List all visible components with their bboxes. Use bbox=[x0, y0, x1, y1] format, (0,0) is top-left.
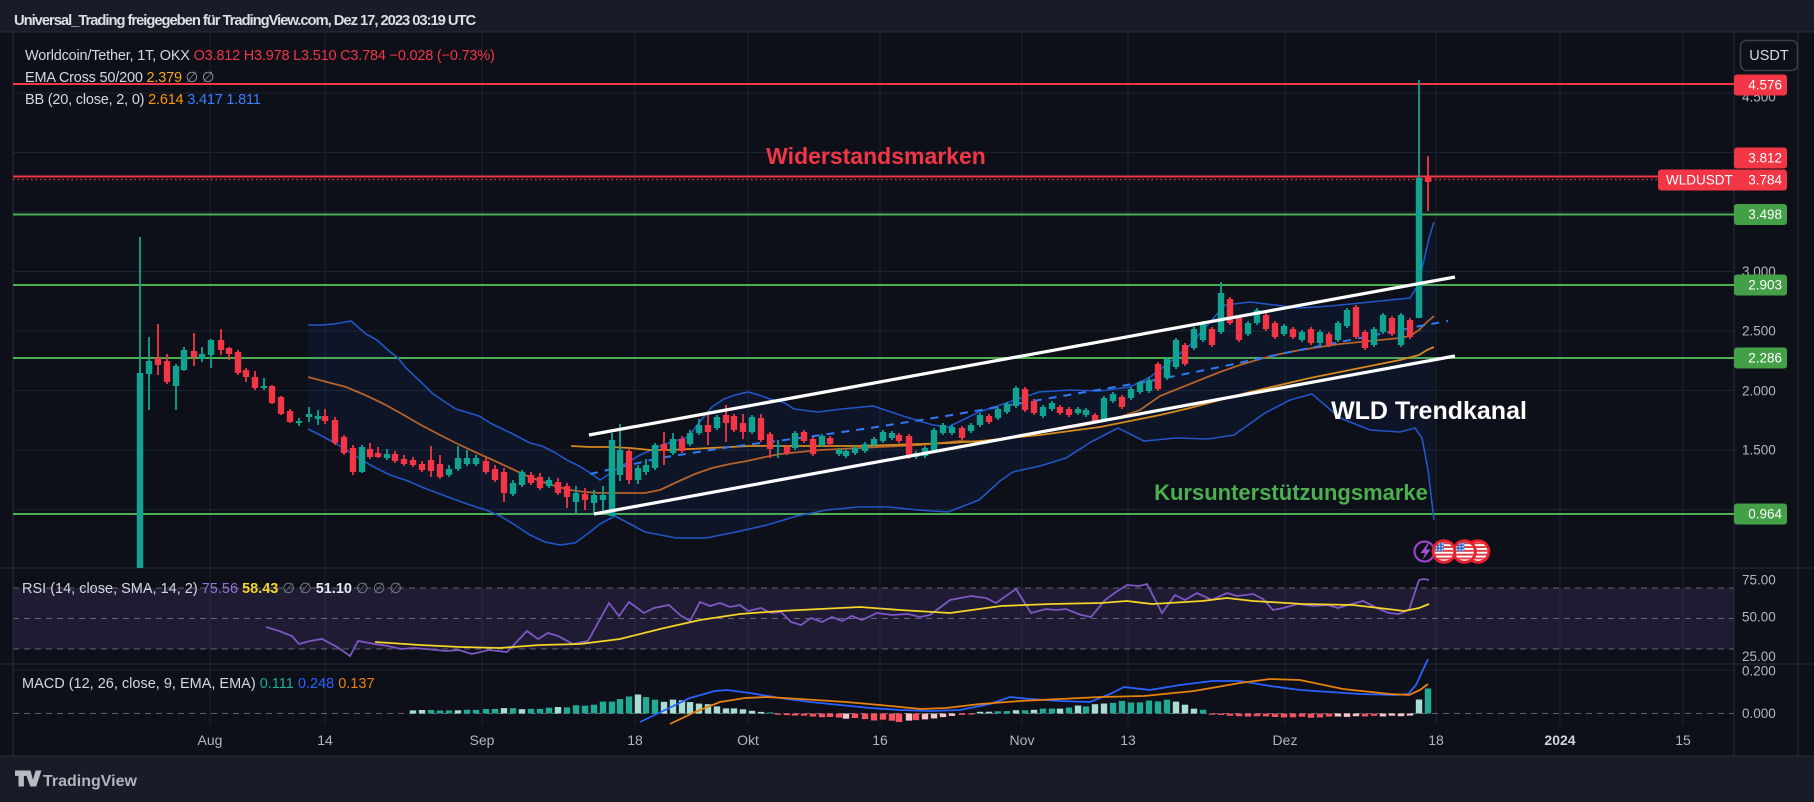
svg-text:Nov: Nov bbox=[1010, 732, 1035, 748]
svg-text:TradingView: TradingView bbox=[43, 773, 138, 790]
svg-text:WLD Trendkanal: WLD Trendkanal bbox=[1331, 397, 1527, 425]
svg-text:Widerstandsmarken: Widerstandsmarken bbox=[766, 143, 986, 169]
svg-text:2024: 2024 bbox=[1544, 732, 1575, 748]
svg-text:0.964: 0.964 bbox=[1748, 507, 1782, 522]
svg-text:15: 15 bbox=[1675, 732, 1691, 748]
svg-text:2.000: 2.000 bbox=[1742, 384, 1776, 399]
svg-text:Aug: Aug bbox=[198, 732, 223, 748]
svg-text:EMA Cross 50/200 2.379 ∅ ∅: EMA Cross 50/200 2.379 ∅ ∅ bbox=[25, 70, 214, 86]
svg-text:2.500: 2.500 bbox=[1742, 324, 1776, 339]
svg-text:3.812: 3.812 bbox=[1748, 151, 1782, 166]
svg-text:0.200: 0.200 bbox=[1742, 664, 1776, 679]
svg-text:BB (20, close, 2, 0) 2.614 3: BB (20, close, 2, 0) 2.614 3.417 1.811 bbox=[25, 92, 261, 108]
svg-text:16: 16 bbox=[872, 732, 888, 748]
svg-text:Universal_Trading freigegeben: Universal_Trading freigegeben für Tradin… bbox=[14, 13, 477, 29]
svg-text:25.00: 25.00 bbox=[1742, 649, 1776, 664]
svg-text:USDT: USDT bbox=[1749, 48, 1789, 64]
svg-text:50.00: 50.00 bbox=[1742, 610, 1776, 625]
svg-text:75.00: 75.00 bbox=[1742, 573, 1776, 588]
svg-text:MACD (12, 26, close, 9, EMA, E: MACD (12, 26, close, 9, EMA, EMA) 0.111 … bbox=[22, 676, 375, 692]
svg-text:14: 14 bbox=[317, 732, 333, 748]
svg-text:2.903: 2.903 bbox=[1748, 278, 1782, 293]
svg-text:4.576: 4.576 bbox=[1748, 78, 1782, 93]
svg-text:13: 13 bbox=[1120, 732, 1136, 748]
svg-text:3.498: 3.498 bbox=[1748, 207, 1782, 222]
svg-text:18: 18 bbox=[1428, 732, 1444, 748]
svg-text:Sep: Sep bbox=[470, 732, 495, 748]
svg-text:Kursunterstützungsmarke: Kursunterstützungsmarke bbox=[1154, 480, 1428, 505]
svg-text:1.500: 1.500 bbox=[1742, 443, 1776, 458]
svg-text:0.000: 0.000 bbox=[1742, 706, 1776, 721]
svg-text:Okt: Okt bbox=[737, 732, 759, 748]
svg-text:18: 18 bbox=[627, 732, 643, 748]
svg-text:Worldcoin/Tether, 1T, OKX O3.: Worldcoin/Tether, 1T, OKX O3.812 H3.978 … bbox=[25, 48, 495, 64]
svg-text:RSI (14, close, SMA, 14, 2) 75: RSI (14, close, SMA, 14, 2) 75.56 58.43 … bbox=[22, 581, 402, 597]
svg-text:2.286: 2.286 bbox=[1748, 351, 1782, 366]
svg-text:WLDUSDT: WLDUSDT bbox=[1666, 173, 1733, 188]
svg-text:3.784: 3.784 bbox=[1748, 173, 1782, 188]
svg-text:Dez: Dez bbox=[1273, 732, 1298, 748]
